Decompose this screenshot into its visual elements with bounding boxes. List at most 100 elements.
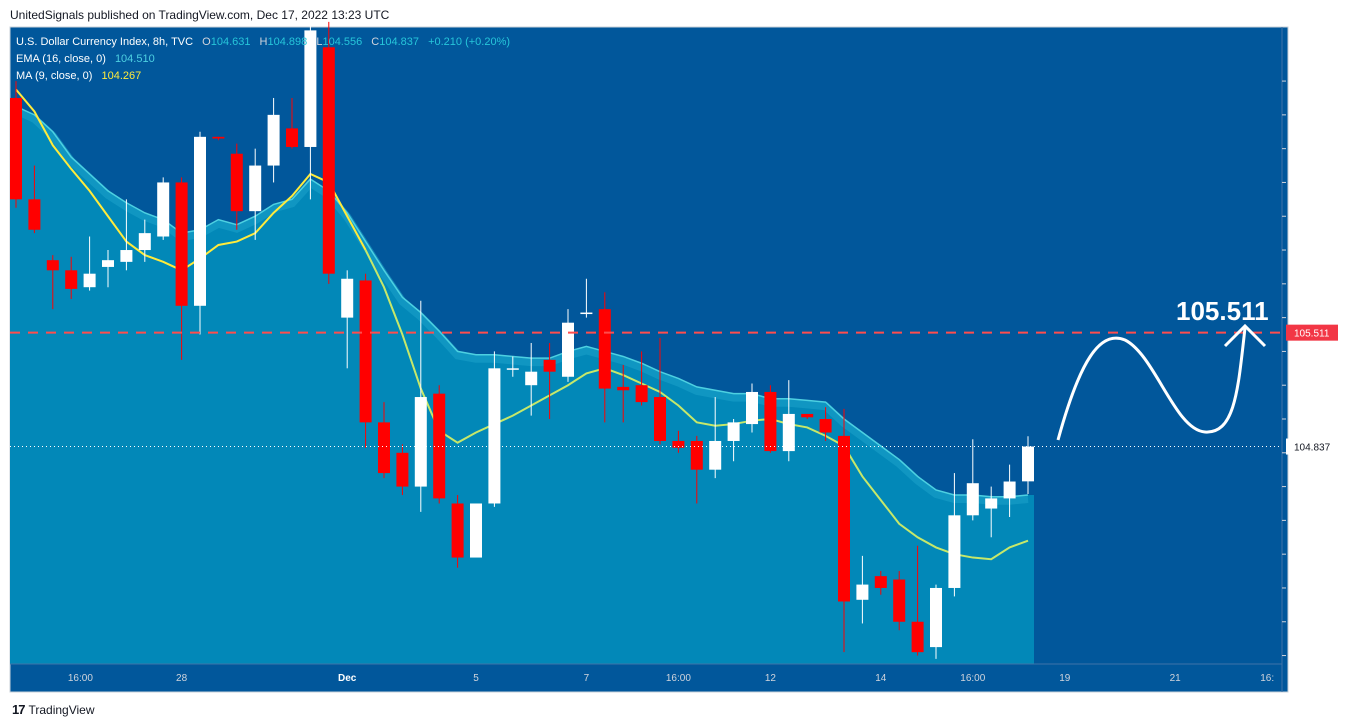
candle <box>672 430 685 453</box>
footer-brand[interactable]: 17 TradingView <box>12 702 95 717</box>
candle <box>966 439 979 521</box>
candle-body <box>525 371 538 386</box>
candle <box>911 545 924 656</box>
candle <box>856 555 869 624</box>
candle <box>506 356 519 377</box>
ohlc-open-label: O <box>202 36 211 48</box>
target-price-badge <box>1286 324 1338 341</box>
x-tick-label: Dec <box>338 673 357 684</box>
candle <box>617 364 630 423</box>
candle <box>102 250 114 288</box>
candle-body <box>838 435 850 602</box>
x-tick-label: 5 <box>473 673 479 684</box>
candle <box>746 383 758 433</box>
candle <box>138 219 151 262</box>
x-tick-label: 16:00 <box>68 673 93 684</box>
candle-body <box>1022 446 1034 482</box>
candle <box>46 255 59 310</box>
candle-body <box>617 386 630 391</box>
candle-body <box>580 312 593 315</box>
candle <box>819 407 832 441</box>
candle-body <box>157 182 170 237</box>
candle <box>359 273 372 448</box>
candle <box>727 419 740 462</box>
y-tick-label: 103.800 <box>1294 618 1331 629</box>
candle <box>157 177 170 240</box>
candle <box>341 270 354 369</box>
candle-body <box>414 397 427 487</box>
candle-body <box>322 47 335 274</box>
svg-text:EMA (16, close, 0) 104.5: EMA (16, close, 0) 104.510 <box>16 53 155 65</box>
candle <box>764 385 777 453</box>
candle-body <box>893 579 906 622</box>
ma-legend-value: 104.267 <box>101 70 141 82</box>
candle-body <box>138 233 151 251</box>
candle <box>893 571 906 631</box>
target-annotation: 105.511 <box>1176 296 1269 326</box>
candle <box>654 337 666 445</box>
x-tick-label: 28 <box>176 673 188 684</box>
candle-body <box>801 413 814 418</box>
ohlc-low: 104.556 <box>322 36 362 48</box>
y-tick-label: 104.000 <box>1294 584 1331 595</box>
y-tick-label: 106.600 <box>1294 145 1331 156</box>
candle-body <box>985 498 998 509</box>
x-tick-label: 19 <box>1059 673 1071 684</box>
candle <box>65 256 78 300</box>
x-tick-label: 7 <box>584 673 590 684</box>
candle-body <box>782 413 795 452</box>
candle <box>690 435 703 504</box>
candle-body <box>746 391 758 425</box>
y-tick-label: 105.000 <box>1294 415 1331 426</box>
y-tick-label: 103.600 <box>1294 652 1331 663</box>
candle-body <box>966 483 979 516</box>
ohlc-change: +0.210 (+0.20%) <box>428 36 510 48</box>
candle-body <box>396 452 409 487</box>
y-tick-label: 106.200 <box>1294 212 1331 223</box>
candle <box>838 408 850 653</box>
x-tick-label: 16:00 <box>960 673 985 684</box>
y-tick-label: 104.200 <box>1294 550 1331 561</box>
ma-path-early <box>15 88 367 272</box>
candle-body <box>102 260 114 267</box>
candle-body <box>451 503 464 558</box>
candle-body <box>598 309 611 389</box>
candle-body <box>488 368 501 504</box>
candle <box>10 81 22 208</box>
candle <box>194 131 206 335</box>
ma-line <box>15 88 1029 561</box>
brand-name: TradingView <box>28 702 95 717</box>
y-tick-label: 106.000 <box>1294 246 1331 257</box>
candle <box>433 385 446 504</box>
candle <box>230 143 243 230</box>
candle-body <box>249 165 262 212</box>
candle-body <box>10 97 22 200</box>
ma-legend-label: MA (9, close, 0) <box>16 70 92 82</box>
x-tick-label: 21 <box>1170 673 1182 684</box>
target-price-badge-label: 105.511 <box>1294 329 1330 340</box>
candle <box>83 236 96 291</box>
candle-body <box>911 621 924 653</box>
candle <box>580 278 593 318</box>
candle <box>470 503 482 558</box>
candle-body <box>819 419 832 433</box>
candle <box>414 300 427 512</box>
ema-legend-label: EMA (16, close, 0) <box>16 53 106 65</box>
candle-body <box>28 199 41 230</box>
candle <box>322 21 335 284</box>
candle <box>267 97 280 183</box>
candle-body <box>948 515 961 588</box>
candle-body <box>230 153 243 212</box>
candle <box>396 444 409 496</box>
y-tick-label: 105.400 <box>1294 347 1331 358</box>
last-price-badge-label: 104.837 <box>1294 443 1331 454</box>
candle <box>930 584 942 659</box>
candle-body <box>635 385 648 403</box>
y-tick-label: 104.400 <box>1294 516 1331 527</box>
candle-body <box>267 114 280 166</box>
ohlc-low-label: L <box>316 36 322 48</box>
candle-body <box>930 587 942 648</box>
candle-body <box>286 128 298 147</box>
candle-body <box>341 278 354 318</box>
